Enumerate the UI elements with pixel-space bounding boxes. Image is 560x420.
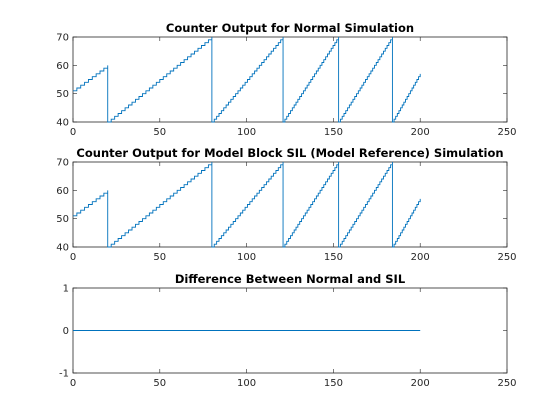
x-tick-label: 50 — [153, 127, 166, 138]
x-tick-label: 0 — [70, 127, 76, 138]
x-tick-label: 200 — [411, 252, 430, 263]
subplot-2: Counter Output for Model Block SIL (Mode… — [56, 146, 516, 263]
x-tick-label: 200 — [411, 127, 430, 138]
x-tick-label: 100 — [237, 378, 256, 389]
y-tick-label: 70 — [56, 158, 69, 169]
axes-box — [72, 161, 508, 248]
subplot-title: Counter Output for Normal Simulation — [166, 21, 414, 35]
axes-box — [72, 36, 508, 123]
x-tick-label: 150 — [324, 127, 343, 138]
y-tick-label: 50 — [56, 214, 69, 225]
x-tick-label: 150 — [324, 252, 343, 263]
series-line — [73, 162, 421, 248]
plots: Counter Output for Normal Simulation 0 50 1… — [56, 21, 516, 389]
y-tick-label: 70 — [56, 33, 69, 44]
y-tick-label: -1 — [59, 369, 69, 380]
subplot-3: Difference Between Normal and SIL 0 50 100 1… — [59, 272, 517, 389]
y-tick-label: 50 — [56, 89, 69, 100]
x-tick-label: 250 — [497, 378, 516, 389]
x-tick-label: 50 — [153, 252, 166, 263]
x-tick-label: 0 — [70, 252, 76, 263]
y-tick-label: 1 — [63, 284, 69, 295]
x-tick-label: 250 — [497, 127, 516, 138]
y-tick-label: 0 — [63, 326, 69, 337]
x-tick-label: 100 — [237, 252, 256, 263]
x-tick-label: 0 — [70, 378, 76, 389]
x-tick-label: 150 — [324, 378, 343, 389]
series-line — [73, 37, 421, 123]
subplot-1: Counter Output for Normal Simulation 0 50 1… — [56, 21, 516, 138]
y-tick-label: 40 — [56, 243, 69, 254]
x-tick-label: 100 — [237, 127, 256, 138]
x-tick-label: 200 — [411, 378, 430, 389]
subplot-title: Counter Output for Model Block SIL (Mode… — [76, 146, 503, 160]
y-tick-label: 60 — [56, 186, 69, 197]
y-tick-label: 40 — [56, 118, 69, 129]
x-tick-label: 250 — [497, 252, 516, 263]
x-tick-label: 50 — [153, 378, 166, 389]
y-tick-label: 60 — [56, 61, 69, 72]
subplot-title: Difference Between Normal and SIL — [175, 272, 406, 286]
